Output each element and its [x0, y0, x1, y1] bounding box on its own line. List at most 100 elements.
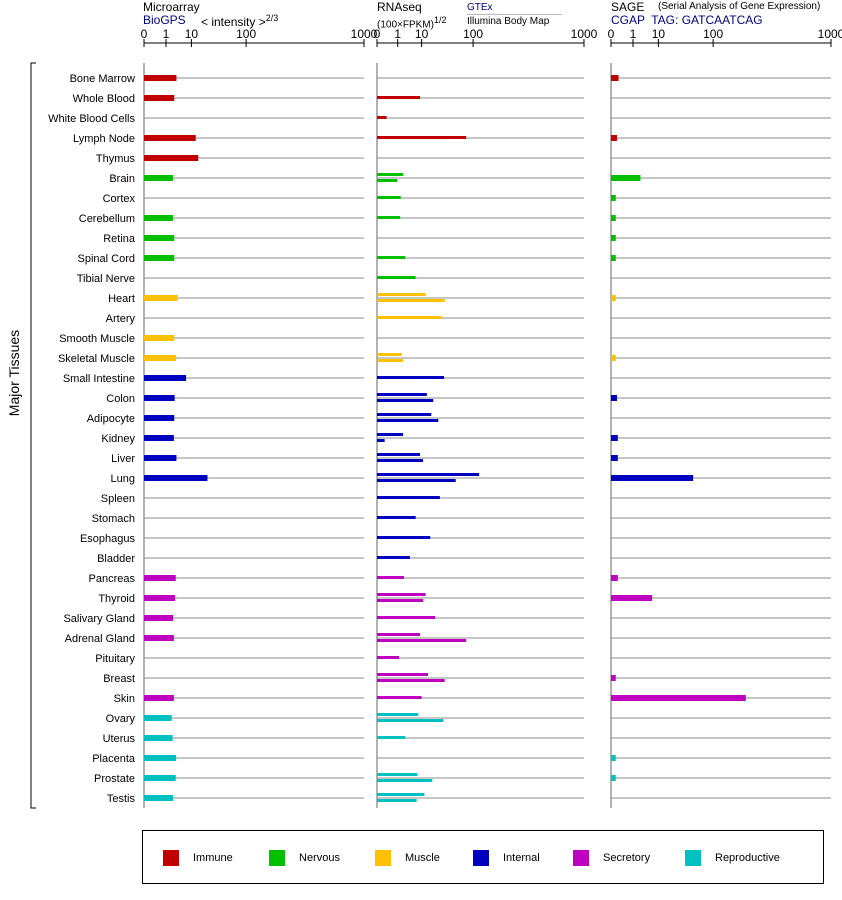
bar-rnaseq-gtex: [377, 136, 467, 139]
legend-swatch-nervous: [269, 850, 285, 866]
tissue-label: White Blood Cells: [48, 113, 135, 125]
bar-rnaseq-gtex: [377, 713, 419, 716]
sage-tick-label: 1: [630, 27, 637, 41]
microarray-unit: < intensity >2/3: [201, 13, 278, 29]
bar-rnaseq-gtex: [377, 696, 422, 699]
sage-tick-label: 1000: [818, 27, 842, 41]
bar-microarray: [144, 755, 177, 761]
bar-microarray: [144, 455, 177, 461]
tissue-label: Skin: [114, 693, 135, 705]
sage-title: SAGE: [611, 0, 645, 14]
microarray-tick-label: 100: [236, 27, 256, 41]
bar-rnaseq-illumina: [377, 639, 467, 642]
bar-rnaseq-gtex: [377, 556, 410, 559]
microarray-source-link[interactable]: BioGPS: [143, 13, 186, 27]
tissue-label: Liver: [111, 453, 135, 465]
bar-sage: [611, 595, 653, 601]
bar-rnaseq-gtex: [377, 473, 480, 476]
legend-item-immune: Immune: [163, 849, 233, 867]
bar-rnaseq-gtex: [377, 576, 404, 579]
bar-rnaseq-gtex: [377, 773, 418, 776]
legend-label-reproductive: Reproductive: [715, 852, 780, 864]
sage-tick-label: 100: [703, 27, 723, 41]
bar-microarray: [144, 435, 174, 441]
bar-microarray: [144, 155, 199, 161]
bar-rnaseq-gtex: [377, 276, 416, 279]
bar-rnaseq-gtex: [377, 536, 431, 539]
tissue-label: Bladder: [97, 553, 135, 565]
bar-rnaseq-illumina: [377, 679, 445, 682]
tissue-label: Skeletal Muscle: [58, 353, 135, 365]
bar-rnaseq-gtex: [377, 173, 404, 176]
microarray-tick-label: 1: [163, 27, 170, 41]
microarray-unit-exponent: 2/3: [265, 13, 279, 23]
tissue-label: Adipocyte: [87, 413, 135, 425]
bar-microarray: [144, 775, 176, 781]
bar-microarray: [144, 135, 196, 141]
legend-item-secretory: Secretory: [573, 849, 650, 867]
bar-sage: [611, 675, 616, 681]
bar-rnaseq-gtex: [377, 353, 402, 356]
bar-sage: [611, 775, 616, 781]
bar-sage: [611, 475, 694, 481]
legend-swatch-secretory: [573, 850, 589, 866]
bar-rnaseq-gtex: [377, 96, 421, 99]
tissue-label: Ovary: [106, 713, 136, 725]
tissue-label: Small Intestine: [63, 373, 135, 385]
tissue-label: Heart: [108, 293, 135, 305]
bar-microarray: [144, 595, 176, 601]
legend-label-muscle: Muscle: [405, 852, 440, 864]
tissue-label: Retina: [103, 233, 136, 245]
tissue-label: Stomach: [92, 513, 135, 525]
bar-sage: [611, 295, 616, 301]
tissue-label: Adrenal Gland: [65, 633, 135, 645]
bar-rnaseq-illumina: [377, 179, 397, 182]
tissue-label: Testis: [107, 793, 136, 805]
bar-sage: [611, 235, 616, 241]
legend-item-nervous: Nervous: [269, 849, 340, 867]
tissue-label: Kidney: [101, 433, 135, 445]
bar-microarray: [144, 375, 187, 381]
legend-swatch-immune: [163, 850, 179, 866]
tissue-label: Tibial Nerve: [77, 273, 135, 285]
bar-rnaseq-illumina: [377, 439, 385, 442]
rnaseq-tick-label: 100: [463, 27, 483, 41]
microarray-tick-label: 0: [141, 27, 148, 41]
bar-microarray: [144, 335, 175, 341]
bar-rnaseq-gtex: [377, 616, 436, 619]
bar-rnaseq-illumina: [377, 599, 424, 602]
legend-swatch-muscle: [375, 850, 391, 866]
bar-rnaseq-illumina: [377, 479, 456, 482]
bar-rnaseq-illumina: [377, 419, 439, 422]
major-tissues-bracket: [30, 62, 36, 809]
tissue-label: Pancreas: [89, 573, 136, 585]
bar-sage: [611, 135, 617, 141]
rnaseq-unit-exponent: 1/2: [433, 15, 447, 25]
bar-rnaseq-illumina: [377, 719, 444, 722]
bar-microarray: [144, 175, 174, 181]
rnaseq-title: RNAseq: [377, 0, 422, 14]
bar-sage: [611, 355, 616, 361]
legend-label-secretory: Secretory: [603, 852, 651, 864]
rnaseq-gtex-link[interactable]: GTEx: [467, 2, 493, 13]
bar-rnaseq-gtex: [377, 633, 421, 636]
bar-rnaseq-illumina: [377, 459, 424, 462]
bar-rnaseq-illumina: [377, 399, 434, 402]
legend-swatch-reproductive: [685, 850, 701, 866]
bar-rnaseq-illumina: [377, 299, 445, 302]
sage-subtitle: (Serial Analysis of Gene Expression): [658, 1, 821, 12]
microarray-title: Microarray: [143, 0, 200, 14]
sage-tag-link[interactable]: CGAP TAG: GATCAATCAG: [611, 13, 763, 27]
legend-label-immune: Immune: [193, 852, 233, 864]
bar-microarray: [144, 295, 178, 301]
bar-microarray: [144, 255, 175, 261]
bar-sage: [611, 755, 616, 761]
bar-microarray: [144, 695, 174, 701]
bar-microarray: [144, 215, 174, 221]
microarray-tick-label: 1000: [351, 27, 378, 41]
tissue-label: Colon: [106, 393, 135, 405]
bar-sage: [611, 215, 616, 221]
microarray-unit-text: < intensity >: [201, 15, 266, 29]
legend-swatch-internal: [473, 850, 489, 866]
bar-rnaseq-illumina: [377, 779, 433, 782]
